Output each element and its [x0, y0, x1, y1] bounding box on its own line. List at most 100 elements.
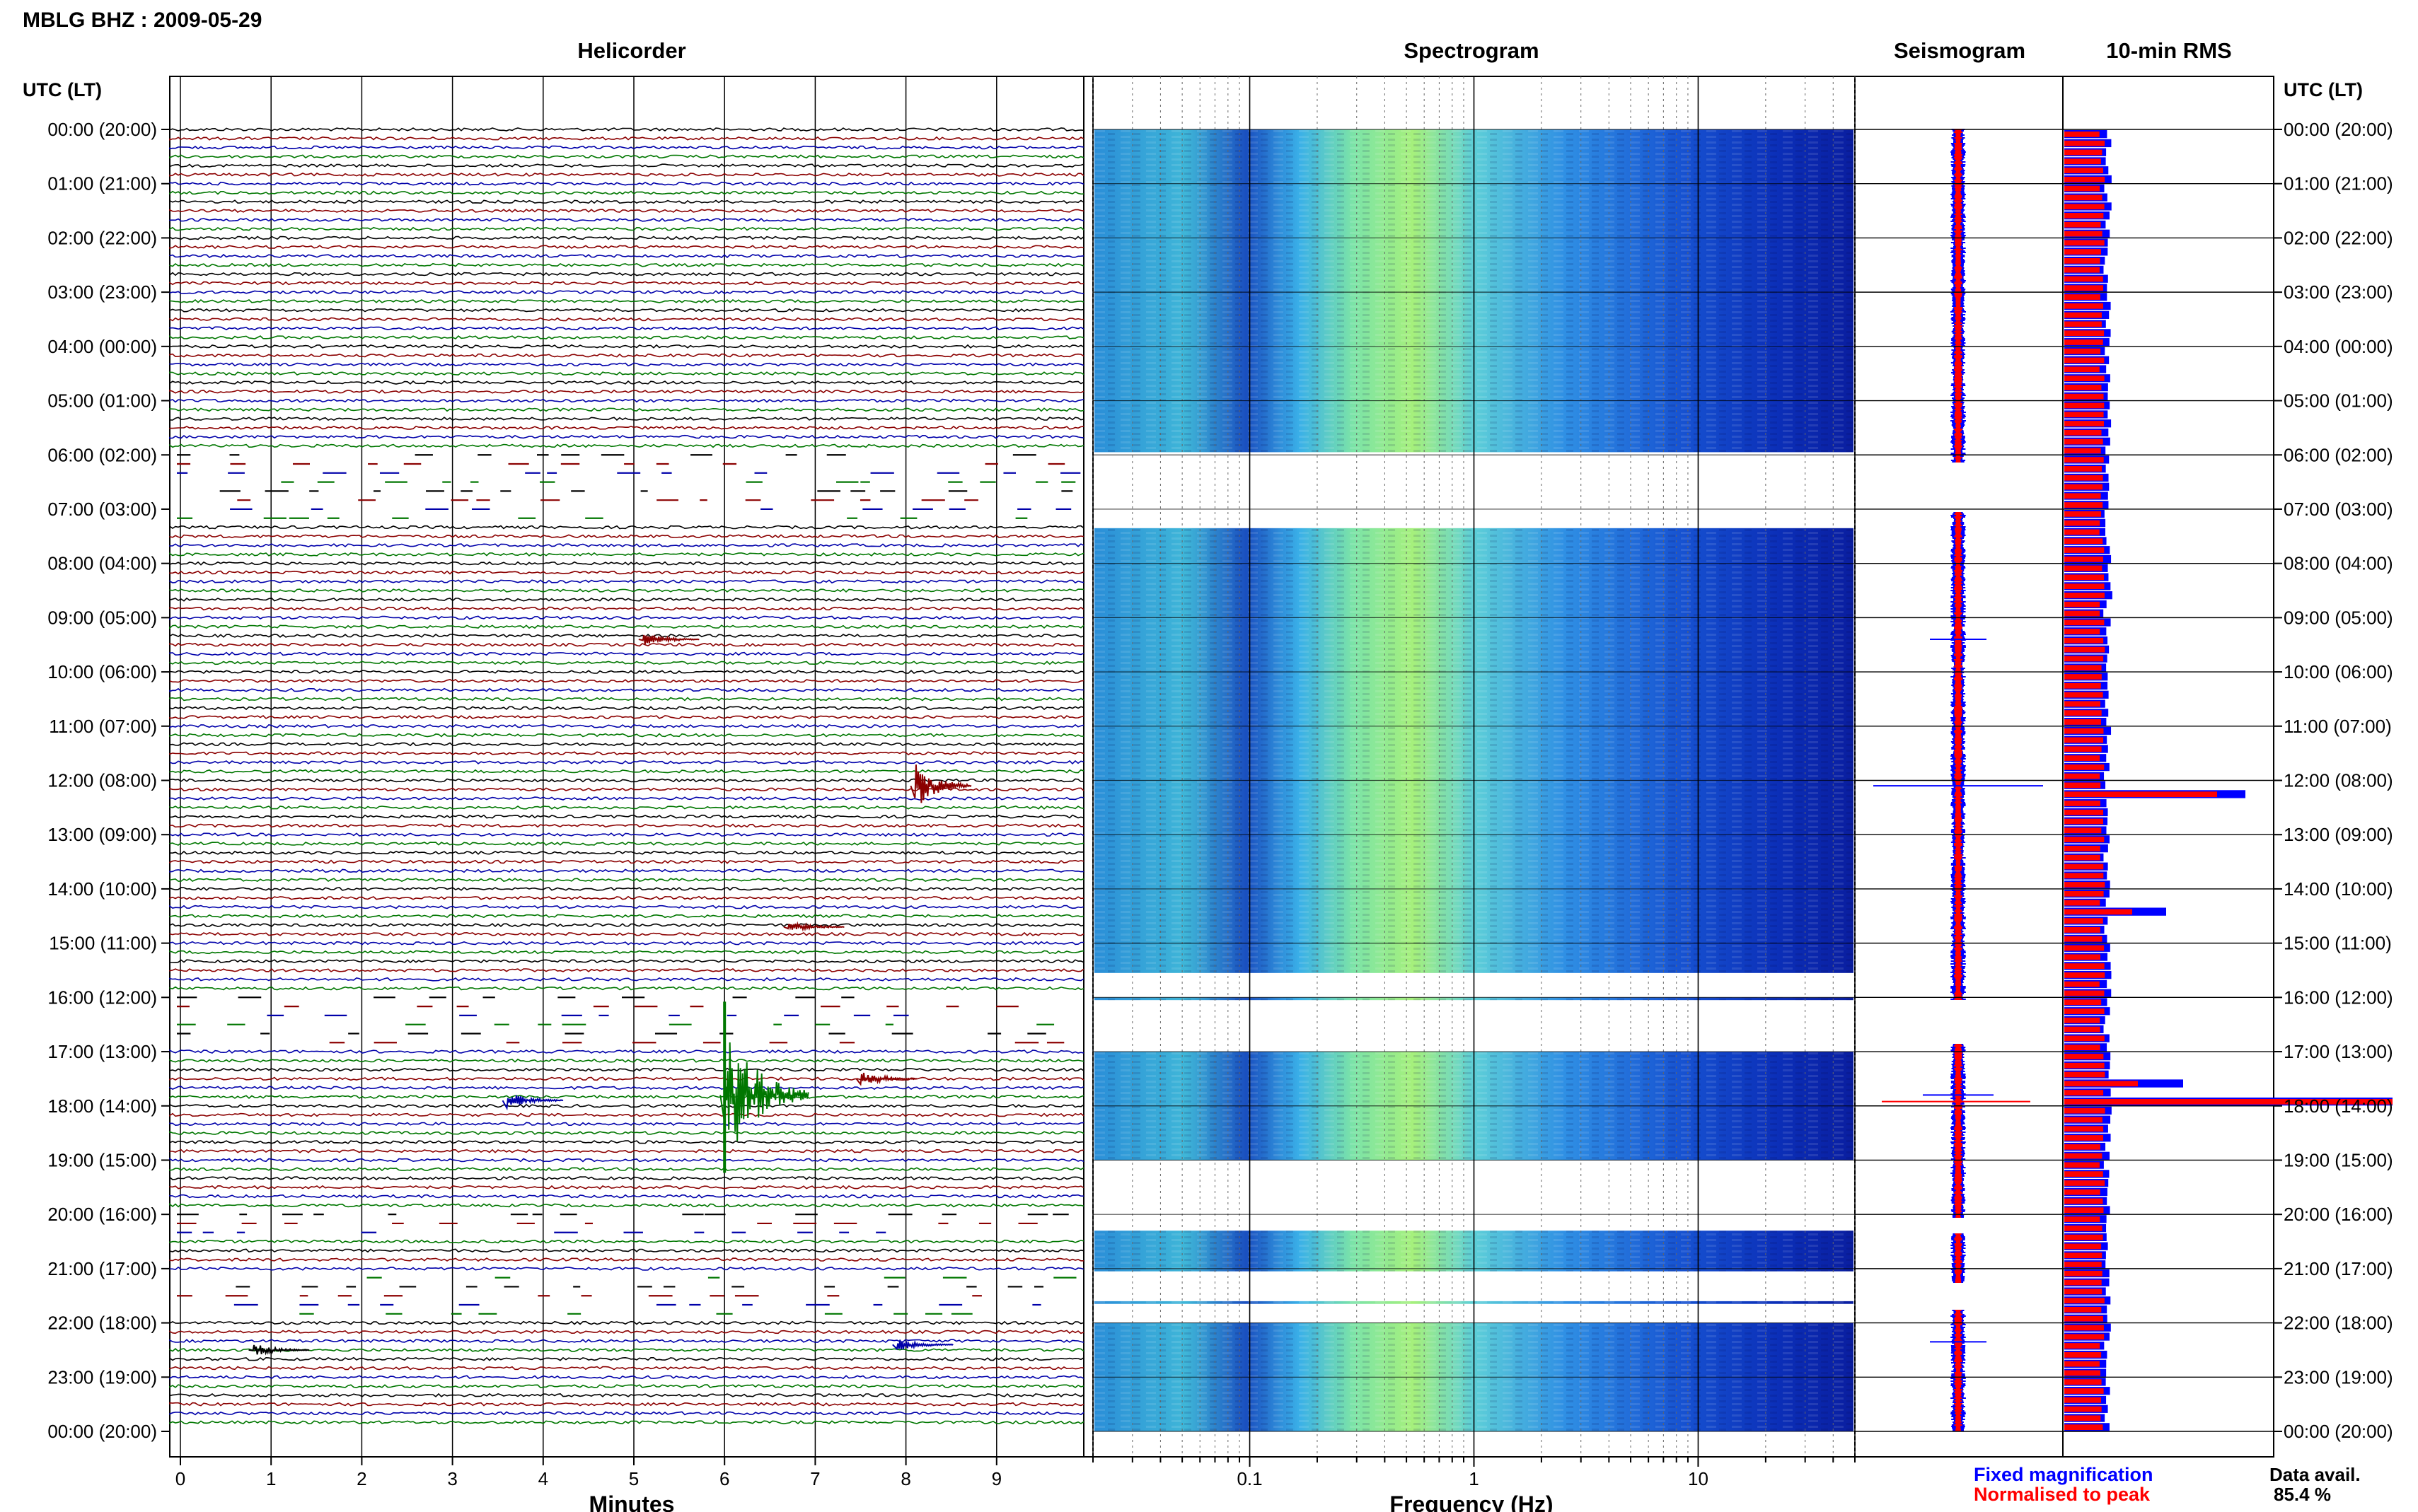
rms-bar-normalised [2064, 1243, 2102, 1250]
time-tick-label-left: 13:00 (09:00) [47, 824, 157, 845]
rms-bar-normalised [2064, 809, 2103, 815]
helicorder-trace [169, 941, 1084, 946]
rms-bar-normalised [2064, 682, 2101, 689]
helicorder-trace [169, 226, 1084, 231]
helicorder-trace [169, 298, 1084, 303]
helicorder-title: Helicorder [577, 38, 686, 63]
helicorder-trace [169, 751, 1084, 756]
helicorder-trace [169, 353, 1084, 358]
time-tick-label-right: 23:00 (19:00) [2284, 1366, 2393, 1388]
time-tick-label-left: 05:00 (01:00) [47, 390, 157, 412]
rms-bar-normalised [2064, 574, 2104, 581]
helicorder-trace [169, 624, 1084, 629]
time-tick-label-right: 01:00 (21:00) [2284, 173, 2393, 194]
minute-tick-label: 0 [175, 1468, 185, 1489]
helicorder-event [892, 1339, 954, 1351]
time-tick-label-right: 00:00 (20:00) [2284, 119, 2393, 140]
rms-bar-normalised [2064, 845, 2100, 851]
rms-bar-normalised [2064, 1315, 2103, 1322]
rms-bar-normalised [2064, 1397, 2102, 1403]
helicorder-trace [169, 841, 1084, 847]
helicorder-trace [169, 642, 1084, 647]
time-tick-label-left: 11:00 (07:00) [49, 716, 157, 737]
rms-plot [2064, 130, 2393, 1431]
helicorder-trace [169, 850, 1084, 855]
helicorder-trace [169, 832, 1084, 837]
rms-bar-normalised [2064, 909, 2132, 915]
helicorder-trace [169, 281, 1084, 286]
helicorder-trace [169, 1131, 1084, 1136]
rms-bar-normalised [2064, 330, 2105, 337]
rms-bar-normalised [2064, 240, 2105, 246]
rms-bar-normalised [2064, 484, 2103, 490]
rms-bar-normalised [2064, 312, 2102, 318]
time-tick-label-right: 12:00 (08:00) [2284, 770, 2393, 791]
rms-bar-normalised [2064, 556, 2104, 562]
helicorder-trace [169, 1420, 1084, 1425]
rms-bar-normalised [2064, 466, 2102, 472]
helicorder-plot [169, 76, 1084, 1465]
helicorder-trace [169, 787, 1084, 792]
helicorder-trace [169, 543, 1084, 548]
rms-bar-normalised [2064, 801, 2100, 806]
time-tick-label-right: 22:00 (18:00) [2284, 1313, 2393, 1334]
helicorder-trace [169, 615, 1084, 620]
rms-bar-normalised [2064, 1262, 2102, 1267]
helicorder-trace [169, 878, 1084, 883]
time-tick-label-left: 20:00 (16:00) [47, 1204, 157, 1225]
helicorder-trace [169, 434, 1084, 439]
helicorder-trace [169, 1185, 1084, 1190]
helicorder-trace [169, 272, 1084, 277]
time-tick-labels: 00:00 (20:00) 00:00 (20:00) 01:00 (21:00) 0… [47, 119, 2393, 1442]
helicorder-event [502, 1095, 564, 1111]
helicorder-trace [169, 796, 1084, 801]
time-tick-label-right: 17:00 (13:00) [2284, 1041, 2393, 1062]
rms-bar-normalised [2064, 1234, 2103, 1240]
time-tick-label-right: 20:00 (16:00) [2284, 1204, 2393, 1225]
rms-bar-normalised [2064, 710, 2102, 716]
rms-bar-normalised [2064, 918, 2103, 924]
helicorder-trace [169, 769, 1084, 774]
rms-bar-normalised [2064, 168, 2103, 173]
rms-bar-normalised [2064, 321, 2102, 327]
helicorder-trace [169, 823, 1084, 828]
time-tick-label-right: 13:00 (09:00) [2284, 824, 2393, 845]
time-tick-label-left: 18:00 (14:00) [47, 1095, 157, 1117]
rms-bar-normalised [2064, 1081, 2138, 1087]
helicorder-trace [169, 209, 1084, 213]
rms-bar-normalised [2064, 149, 2102, 156]
rms-bar-normalised [2064, 1379, 2102, 1385]
rms-bar-normalised [2064, 502, 2103, 508]
rms-bar-normalised [2064, 791, 2217, 798]
helicorder-trace [169, 398, 1084, 403]
helicorder-trace [169, 389, 1084, 394]
rms-title: 10-min RMS [2106, 38, 2231, 63]
helicorder-trace [169, 931, 1084, 936]
rms-bar-normalised [2064, 1351, 2102, 1358]
seismogram-plot [1873, 129, 2043, 1431]
time-tick-label-left: 00:00 (20:00) [47, 119, 157, 140]
rms-bar-normalised [2064, 1026, 2100, 1033]
helicorder-trace [169, 687, 1084, 692]
rms-bar-normalised [2064, 384, 2102, 390]
rms-bar-normalised [2064, 854, 2100, 861]
rms-bar-normalised [2064, 1415, 2101, 1421]
rms-bar-normalised [2064, 1298, 2105, 1304]
helicorder-trace [169, 308, 1084, 313]
rms-bar-normalised [2064, 132, 2100, 137]
helicorder-trace [169, 579, 1084, 584]
rms-bar-normalised [2064, 429, 2102, 436]
frequency-tick-label: 0.1 [1237, 1468, 1262, 1489]
rms-bar-normalised [2064, 827, 2102, 834]
helicorder-trace [169, 199, 1084, 204]
rms-bar-normalised [2064, 837, 2105, 842]
helicorder-trace [169, 1148, 1084, 1153]
helicorder-trace [169, 697, 1084, 702]
rms-bar-normalised [2064, 267, 2100, 273]
time-tick-label-right: 21:00 (17:00) [2284, 1258, 2393, 1279]
rms-bar-normalised [2064, 737, 2104, 743]
rms-bar-normalised [2064, 438, 2103, 445]
helicorder-trace [169, 290, 1084, 295]
time-tick-label-left: 14:00 (10:00) [47, 878, 157, 900]
rms-bar-normalised [2064, 1334, 2105, 1340]
